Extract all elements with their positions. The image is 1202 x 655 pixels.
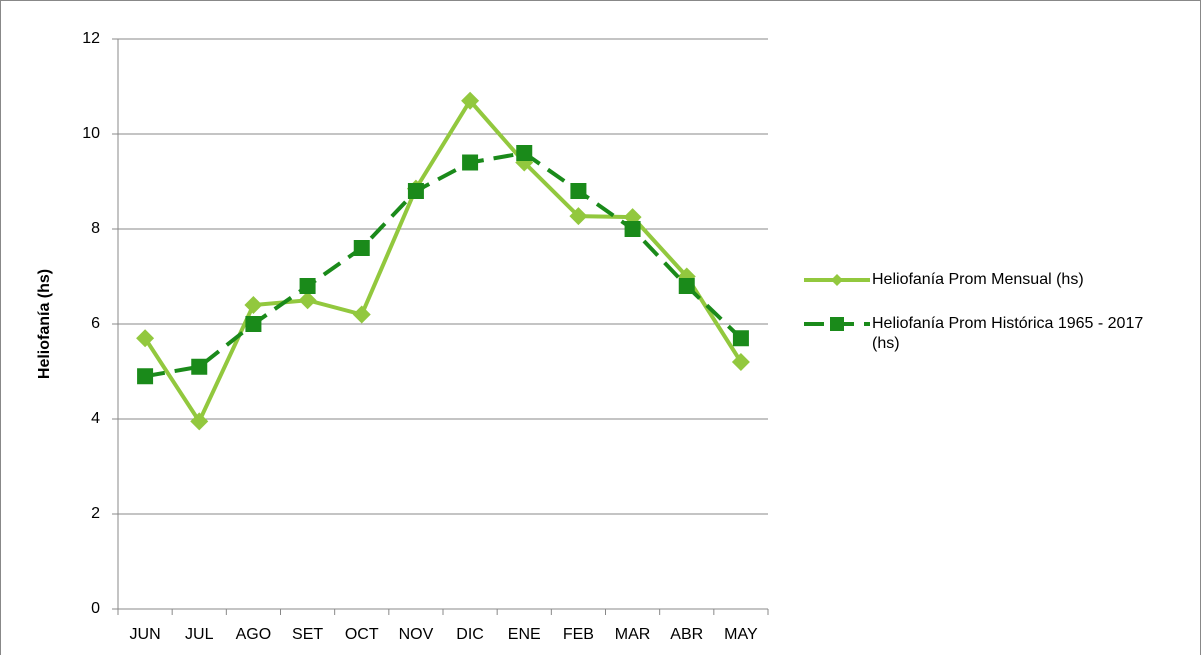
point: [569, 207, 588, 226]
x-tick-label: JUN: [130, 626, 161, 643]
point: [830, 317, 844, 331]
point: [191, 358, 208, 375]
x-tick-label: OCT: [345, 626, 379, 643]
point: [731, 353, 750, 371]
x-tick-label: FEB: [563, 626, 594, 643]
legend-label: Heliofanía Prom Histórica 1965 - 2017 (h…: [872, 315, 1144, 352]
point: [244, 296, 263, 314]
point: [831, 274, 843, 286]
x-tick-label: ABR: [670, 626, 703, 643]
y-tick-label: 10: [82, 125, 100, 142]
point: [299, 278, 316, 294]
series-line: [143, 97, 743, 426]
x-tick-label: SET: [292, 626, 323, 643]
y-tick-label: 0: [91, 600, 100, 617]
y-tick-label: 12: [82, 30, 100, 47]
x-tick-label: ENE: [508, 626, 541, 643]
x-tick-label: MAR: [615, 626, 651, 643]
x-tick-label: JUL: [185, 626, 214, 643]
legend-item: Heliofanía Prom Mensual (hs): [800, 270, 1172, 290]
point: [353, 240, 370, 256]
legend-swatch: [804, 274, 870, 286]
point: [190, 412, 209, 431]
legend-label: Heliofanía Prom Mensual (hs): [872, 271, 1084, 288]
point: [732, 330, 749, 347]
y-tick-label: 4: [91, 410, 100, 427]
x-tick-label: MAY: [724, 626, 758, 643]
y-tick-label: 2: [91, 505, 100, 522]
x-tick-label: AGO: [236, 626, 272, 643]
point: [407, 183, 424, 199]
y-axis-title: Heliofanía (hs): [36, 269, 53, 379]
point: [570, 183, 587, 199]
y-tick-label: 6: [91, 315, 100, 332]
point: [352, 305, 371, 324]
point: [298, 291, 317, 310]
point: [678, 278, 695, 294]
x-tick-label: DIC: [456, 626, 484, 643]
point: [516, 145, 533, 161]
point: [624, 221, 641, 237]
y-tick-label: 8: [91, 220, 100, 237]
point: [462, 154, 479, 171]
series-line: [144, 150, 743, 379]
point: [245, 316, 262, 332]
x-tick-label: NOV: [399, 626, 434, 643]
point: [137, 368, 154, 385]
legend-swatch: [804, 317, 870, 331]
point: [461, 91, 480, 110]
legend-item: Heliofanía Prom Histórica 1965 - 2017 (h…: [800, 314, 1172, 354]
point: [136, 329, 155, 348]
legend: Heliofanía Prom Mensual (hs) Heliofanía P…: [800, 270, 1172, 378]
